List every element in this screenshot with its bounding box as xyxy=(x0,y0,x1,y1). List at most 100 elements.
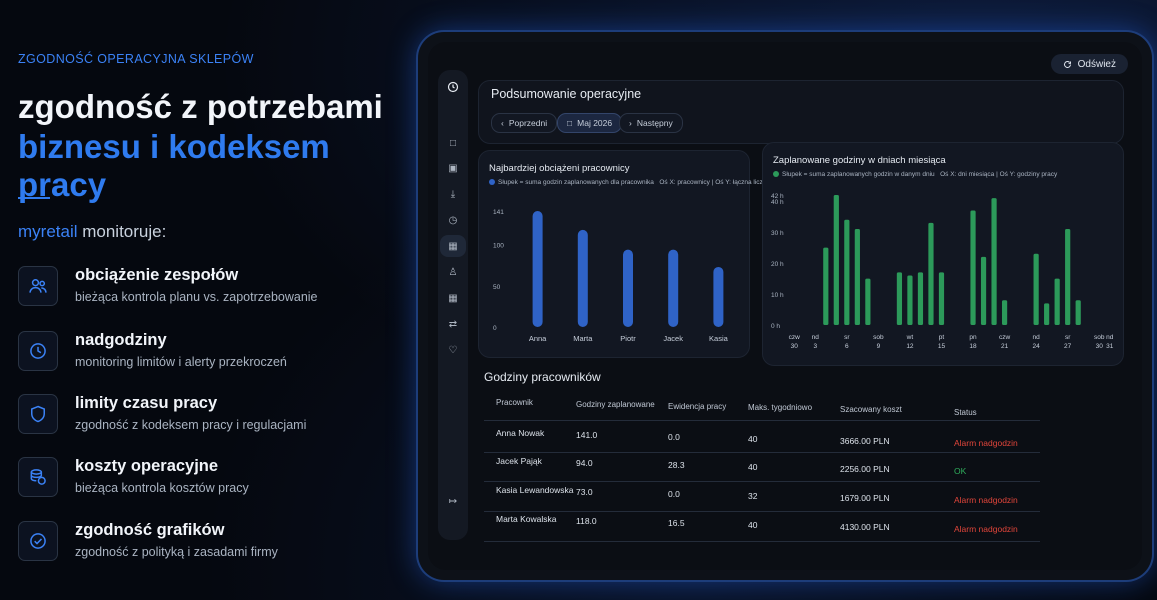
x-tick-day-label: sr xyxy=(844,334,850,341)
cell-name: Marta Kowalska xyxy=(496,514,557,524)
x-tick-num-label: 21 xyxy=(1001,343,1009,350)
clock-icon[interactable]: ◷ xyxy=(448,214,458,226)
chart1-legend-text: Słupek = suma godzin zaplanowanych dla p… xyxy=(498,179,654,186)
cell-planned: 118.0 xyxy=(576,516,597,526)
employee-load-card: Najbardziej obciążeni pracownicy Słupek … xyxy=(478,150,791,358)
x-tick-num-label: 15 xyxy=(938,343,946,350)
building-icon[interactable]: ▦ xyxy=(448,292,458,304)
download-icon[interactable]: ⤓ xyxy=(450,188,456,200)
cell-cost: 1679.00 PLN xyxy=(840,493,890,503)
y-tick-label: 100 xyxy=(493,243,504,250)
cell-max: 40 xyxy=(748,434,758,444)
bar xyxy=(1065,229,1071,325)
status-badge: Alarm nadgodzin xyxy=(954,524,1018,534)
feature-desc: zgodność z kodeksem pracy i regulacjami xyxy=(75,418,307,432)
bar xyxy=(532,211,543,327)
bar xyxy=(1001,300,1008,325)
refresh-button[interactable]: Odśwież xyxy=(1050,54,1128,74)
x-tick-num-label: 18 xyxy=(969,343,977,350)
daily-hours-card: Zaplanowane godziny w dniach miesiąca Sł… xyxy=(762,142,1124,366)
col-planned: Godziny zaplanowane xyxy=(576,400,655,409)
bar xyxy=(928,222,934,325)
cell-max: 40 xyxy=(748,520,758,530)
col-recorded: Ewidencja pracy xyxy=(668,402,727,411)
x-tick-day-label: czw xyxy=(999,334,1011,341)
headline-line-1: zgodność z potrzebami xyxy=(18,88,383,125)
month-label: Maj 2026 xyxy=(577,118,613,128)
swap-icon[interactable]: ⇄ xyxy=(448,318,458,330)
bar xyxy=(577,229,588,327)
cell-cost: 2256.00 PLN xyxy=(840,464,890,474)
status-badge: Alarm nadgodzin xyxy=(954,438,1018,448)
x-tick-day-label: nd xyxy=(812,334,820,341)
app-screen: Odśwież □ ▣ ⤓ ◷ ▦ ♙ ▦ ⇄ ♡ ↦ Podsumowanie… xyxy=(428,42,1142,570)
feature-desc: bieżąca kontrola planu vs. zapotrzebowan… xyxy=(75,290,318,304)
x-tick-label: Piotr xyxy=(620,334,636,343)
bar xyxy=(970,210,976,325)
cell-recorded: 0.0 xyxy=(668,432,680,442)
x-tick-label: Anna xyxy=(529,334,547,343)
feature-desc: bieżąca kontrola kosztów pracy xyxy=(75,481,249,495)
row-divider xyxy=(484,420,1040,421)
summary-title: Podsumowanie operacyjne xyxy=(491,87,642,101)
x-tick-day-label: wt xyxy=(906,334,914,341)
current-month-button[interactable]: □ Maj 2026 xyxy=(557,113,623,133)
col-employee: Pracownik xyxy=(496,398,533,407)
tablet-mockup: Odśwież □ ▣ ⤓ ◷ ▦ ♙ ▦ ⇄ ♡ ↦ Podsumowanie… xyxy=(418,32,1152,580)
chevron-left-icon: ‹ xyxy=(501,118,504,128)
y-tick-label: 30 h xyxy=(771,230,784,237)
chart2-legend-text: Słupek = suma zaplanowanych godzin w dan… xyxy=(782,171,935,178)
status-badge: OK xyxy=(954,466,967,476)
bar xyxy=(623,249,633,327)
monitor-suffix: monitoruje: xyxy=(77,222,167,241)
prev-month-button[interactable]: ‹ Poprzedni xyxy=(491,113,558,133)
users-icon[interactable]: ♙ xyxy=(448,266,458,278)
x-tick-day-label: sob xyxy=(873,334,884,341)
bar xyxy=(1033,253,1039,325)
bell-icon[interactable]: ♡ xyxy=(448,344,458,356)
feature-title: obciążenie zespołów xyxy=(75,266,239,284)
marketing-panel: ZGODNOŚĆ OPERACYJNA SKLEPÓW zgodność z p… xyxy=(18,0,398,600)
bar xyxy=(823,247,829,325)
sidebar-logo-clock-icon[interactable] xyxy=(438,76,468,98)
feature-costs: koszty operacyjne bieżąca kontrola koszt… xyxy=(18,457,398,507)
row-divider xyxy=(484,452,1040,453)
bar xyxy=(938,272,945,325)
next-month-button[interactable]: › Następny xyxy=(619,113,683,133)
x-tick-num-label: 31 xyxy=(1106,343,1114,350)
dashboard-icon[interactable]: ▦ xyxy=(440,235,466,257)
x-tick-num-label: 12 xyxy=(906,343,914,350)
bar xyxy=(854,229,860,325)
prev-label: Poprzedni xyxy=(508,118,548,128)
bar xyxy=(917,272,924,325)
brand-name: myretail xyxy=(18,222,78,241)
logout-icon[interactable]: ↦ xyxy=(448,495,458,507)
cell-max: 40 xyxy=(748,462,758,472)
feature-overtime: nadgodziny monitoring limitów i alerty p… xyxy=(18,331,398,381)
bar xyxy=(980,256,987,325)
x-tick-day-label: sob xyxy=(1094,334,1105,341)
x-tick-day-label: nd xyxy=(1033,334,1041,341)
feature-schedule-compliance: zgodność grafików zgodność z polityką i … xyxy=(18,521,398,571)
x-tick-day-label: pt xyxy=(939,334,945,341)
feature-title: limity czasu pracy xyxy=(75,394,218,412)
y-tick-label: 40 h xyxy=(771,199,784,206)
col-status: Status xyxy=(954,408,977,417)
store-icon[interactable]: ▣ xyxy=(448,162,458,174)
feature-desc: monitoring limitów i alerty przekroczeń xyxy=(75,355,287,369)
check-circle-icon xyxy=(18,521,58,561)
employee-load-chart: 141 100 50 0 Anna Marta Piotr Jacek Kasia xyxy=(493,209,729,343)
chart1-title: Najbardziej obciążeni pracownicy xyxy=(489,163,630,174)
summary-header: Podsumowanie operacyjne ‹ Poprzedni □ Maj … xyxy=(478,80,1124,144)
x-tick-num-label: 30 xyxy=(791,343,799,350)
cell-planned: 141.0 xyxy=(576,430,598,440)
kicker-label: ZGODNOŚĆ OPERACYJNA SKLEPÓW xyxy=(18,52,254,66)
cell-planned: 94.0 xyxy=(576,458,593,468)
bar xyxy=(1044,303,1050,325)
calendar-icon[interactable]: □ xyxy=(449,137,457,149)
x-tick-num-label: 3 xyxy=(813,343,817,350)
bar xyxy=(896,272,903,325)
cell-recorded: 28.3 xyxy=(668,460,685,470)
table-title: Godziny pracowników xyxy=(484,370,601,384)
bar xyxy=(865,278,871,325)
